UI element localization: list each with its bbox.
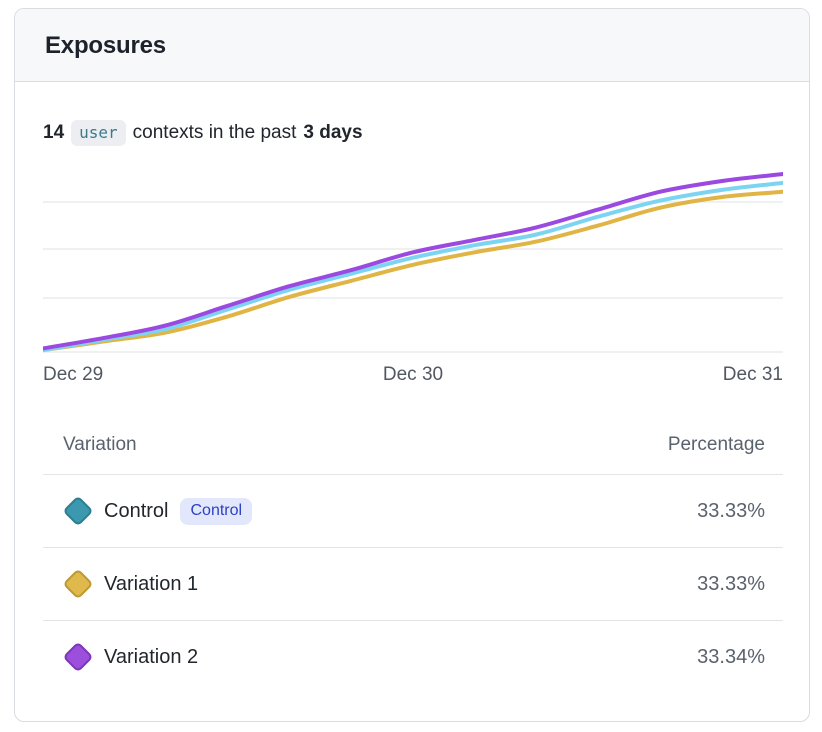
- card-body: 14 user contexts in the past 3 days Dec 29 …: [15, 82, 809, 693]
- column-header-percentage: Percentage: [667, 434, 765, 455]
- variation-name-control: Control: [104, 499, 169, 522]
- summary-middle: contexts in the past: [132, 122, 297, 143]
- variation-name-2: Variation 2: [104, 645, 199, 668]
- exposures-card: Exposures 14 user contexts in the past 3 da…: [14, 8, 810, 722]
- variation-2-diamond-icon: [62, 641, 94, 673]
- line-series-variation-1[interactable]: [43, 189, 783, 353]
- variations-table: Variation Percentage Control Control 33.…: [43, 412, 783, 693]
- line-series-variation-2[interactable]: [43, 172, 783, 351]
- context-count: 14: [43, 122, 65, 143]
- summary-text: 14 user contexts in the past 3 days: [43, 120, 781, 146]
- x-tick-dec-29: Dec 29: [43, 364, 104, 385]
- percentage-variation-2: 33.34%: [697, 645, 765, 668]
- control-diamond-icon: [62, 495, 94, 527]
- summary-range: 3 days: [303, 122, 363, 143]
- table-row-control: Control Control 33.33%: [43, 475, 783, 548]
- x-tick-dec-30: Dec 30: [382, 364, 444, 385]
- variation-1-diamond-icon: [62, 568, 94, 600]
- chart-canvas[interactable]: [43, 168, 783, 358]
- percentage-variation-1: 33.33%: [697, 572, 765, 595]
- card-header: Exposures: [15, 9, 809, 82]
- context-kind-badge: user: [71, 120, 126, 146]
- chart-x-axis: Dec 29 Dec 30 Dec 31: [43, 364, 783, 386]
- x-tick-dec-31: Dec 31: [722, 364, 783, 385]
- line-series-control[interactable]: [43, 180, 783, 353]
- table-header-row: Variation Percentage: [43, 412, 783, 475]
- table-row-variation-2: Variation 2 33.34%: [43, 621, 783, 693]
- table-row-variation-1: Variation 1 33.33%: [43, 548, 783, 621]
- page-title: Exposures: [45, 32, 166, 59]
- column-header-variation: Variation: [63, 434, 137, 455]
- control-badge: Control: [180, 497, 253, 525]
- percentage-control: 33.33%: [697, 499, 765, 522]
- variation-name-1: Variation 1: [104, 572, 199, 595]
- exposures-chart[interactable]: Dec 29 Dec 30 Dec 31: [43, 168, 783, 386]
